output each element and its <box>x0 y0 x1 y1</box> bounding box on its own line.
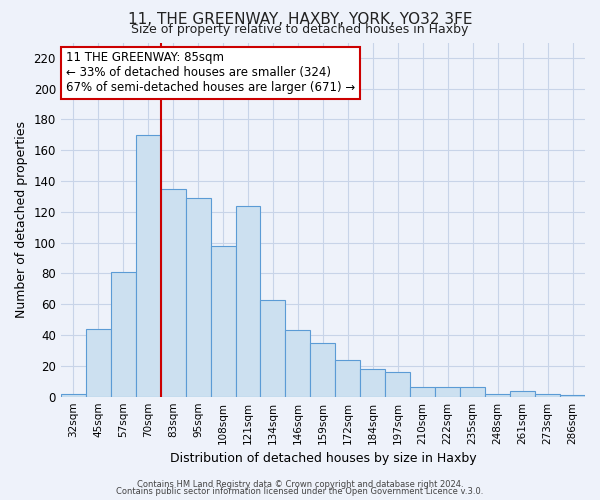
Bar <box>460 388 485 396</box>
Bar <box>435 388 460 396</box>
Bar <box>410 388 435 396</box>
X-axis label: Distribution of detached houses by size in Haxby: Distribution of detached houses by size … <box>170 452 476 465</box>
Bar <box>236 206 260 396</box>
Bar <box>185 198 211 396</box>
Bar <box>61 394 86 396</box>
Bar <box>361 369 385 396</box>
Bar <box>560 395 585 396</box>
Bar <box>86 329 111 396</box>
Bar <box>310 343 335 396</box>
Text: Size of property relative to detached houses in Haxby: Size of property relative to detached ho… <box>131 22 469 36</box>
Text: 11, THE GREENWAY, HAXBY, YORK, YO32 3FE: 11, THE GREENWAY, HAXBY, YORK, YO32 3FE <box>128 12 472 26</box>
Bar <box>510 390 535 396</box>
Bar <box>260 300 286 396</box>
Text: Contains public sector information licensed under the Open Government Licence v.: Contains public sector information licen… <box>116 487 484 496</box>
Bar <box>211 246 236 396</box>
Bar <box>286 330 310 396</box>
Bar <box>485 394 510 396</box>
Y-axis label: Number of detached properties: Number of detached properties <box>15 121 28 318</box>
Bar <box>535 394 560 396</box>
Bar <box>161 189 185 396</box>
Bar <box>111 272 136 396</box>
Bar <box>385 372 410 396</box>
Text: Contains HM Land Registry data © Crown copyright and database right 2024.: Contains HM Land Registry data © Crown c… <box>137 480 463 489</box>
Text: 11 THE GREENWAY: 85sqm
← 33% of detached houses are smaller (324)
67% of semi-de: 11 THE GREENWAY: 85sqm ← 33% of detached… <box>66 52 355 94</box>
Bar <box>335 360 361 397</box>
Bar <box>136 135 161 396</box>
